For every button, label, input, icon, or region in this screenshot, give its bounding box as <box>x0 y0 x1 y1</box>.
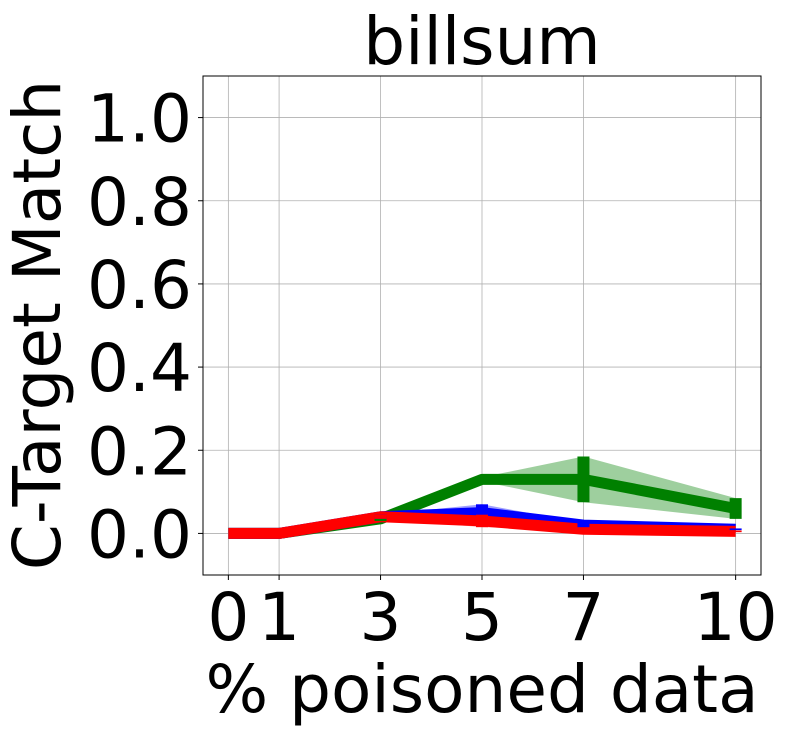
y-tick-label: 0.2 <box>87 413 192 490</box>
x-tick-label: 10 <box>694 579 778 656</box>
series-1-band <box>228 456 736 534</box>
y-tick-label: 1.0 <box>87 81 192 158</box>
x-tick-label: 0 <box>207 579 249 656</box>
y-tick-label: 0.0 <box>87 496 192 573</box>
y-tick-label: 0.6 <box>87 247 192 324</box>
x-tick-label: 3 <box>360 579 402 656</box>
y-tick-label: 0.8 <box>87 164 192 241</box>
series-lines <box>228 473 737 539</box>
series-3-line <box>228 511 736 539</box>
x-tick-label: 7 <box>562 579 604 656</box>
y-tick-labels: 0.00.20.40.60.81.0 <box>87 81 192 574</box>
x-tick-labels: 0 1 3 5 7 10 <box>207 579 777 656</box>
y-tick-label: 0.4 <box>87 330 192 407</box>
x-axis-label: % poisoned data <box>205 651 758 728</box>
x-tick-label: 1 <box>258 579 300 656</box>
error-bars <box>374 456 742 533</box>
plot-frame <box>202 75 762 576</box>
y-axis-label: C-Target Match <box>0 80 76 570</box>
x-tick-label: 5 <box>461 579 503 656</box>
chart-title: billsum <box>363 3 600 80</box>
